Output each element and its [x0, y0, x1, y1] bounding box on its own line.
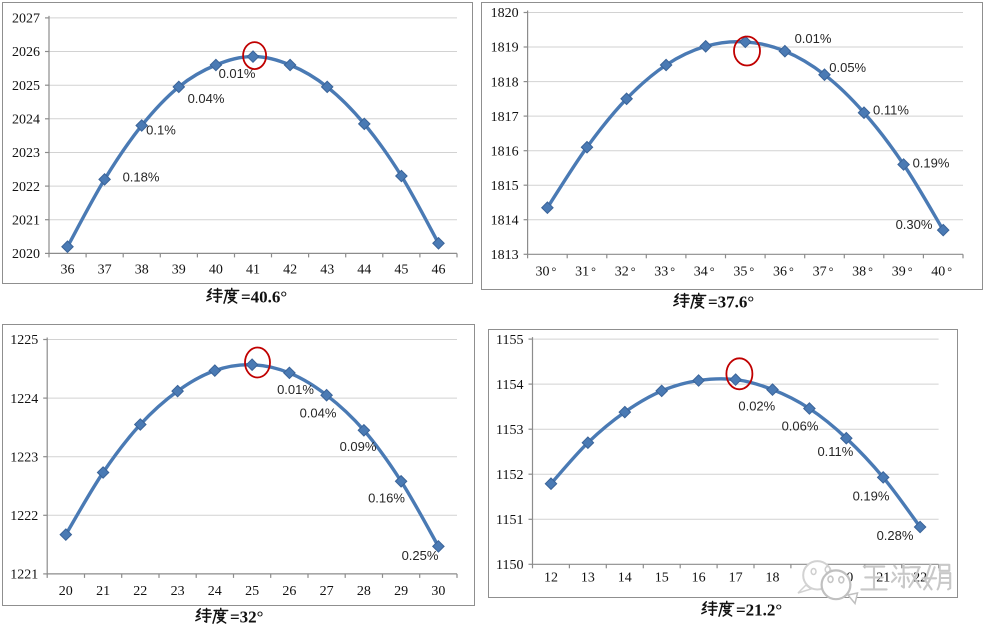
svg-text:1819: 1819	[491, 41, 519, 56]
svg-text:14: 14	[618, 571, 632, 586]
svg-text:0.28%: 0.28%	[877, 528, 914, 543]
svg-text:0.05%: 0.05%	[829, 60, 866, 75]
svg-text:0.30%: 0.30%	[896, 217, 933, 232]
svg-text:1154: 1154	[496, 378, 523, 393]
svg-text:1223: 1223	[10, 450, 38, 465]
svg-text:44: 44	[357, 263, 371, 278]
svg-text:2027: 2027	[12, 12, 40, 27]
svg-text:38°: 38 °	[852, 265, 873, 280]
svg-text:2025: 2025	[12, 79, 40, 94]
svg-text:42: 42	[283, 263, 297, 278]
svg-text:0.11%: 0.11%	[817, 444, 853, 459]
svg-text:46: 46	[432, 263, 446, 278]
svg-text:1153: 1153	[496, 423, 523, 438]
svg-text:22: 22	[133, 584, 147, 599]
svg-text:1813: 1813	[491, 248, 519, 263]
svg-text:40: 40	[209, 263, 223, 278]
svg-text:20: 20	[59, 584, 73, 599]
svg-text:2023: 2023	[12, 146, 40, 161]
svg-text:1151: 1151	[496, 513, 523, 528]
svg-text:2022: 2022	[12, 180, 40, 195]
svg-text:27: 27	[320, 584, 334, 599]
svg-text:0.01%: 0.01%	[795, 31, 832, 46]
svg-text:1817: 1817	[491, 110, 519, 125]
svg-text:33°: 33 °	[654, 265, 675, 280]
svg-text:1225: 1225	[10, 333, 38, 348]
svg-text:=21.2°: =21.2°	[736, 600, 782, 619]
svg-text:23: 23	[171, 584, 185, 599]
svg-text:1818: 1818	[491, 75, 519, 90]
svg-text:13: 13	[581, 571, 595, 586]
svg-text:0.19%: 0.19%	[853, 488, 890, 503]
svg-text:0.18%: 0.18%	[123, 170, 160, 185]
svg-text:0.25%: 0.25%	[402, 548, 439, 563]
svg-text:1155: 1155	[496, 333, 523, 348]
svg-text:36: 36	[61, 263, 75, 278]
svg-text:2024: 2024	[12, 113, 40, 128]
svg-text:34°: 34 °	[694, 265, 715, 280]
svg-text:45: 45	[394, 263, 408, 278]
svg-text:26: 26	[282, 584, 296, 599]
svg-text:39°: 39 °	[892, 265, 913, 280]
svg-text:1814: 1814	[491, 213, 519, 228]
svg-text:25: 25	[245, 584, 259, 599]
svg-text:41: 41	[246, 263, 260, 278]
svg-text:28: 28	[357, 584, 371, 599]
svg-text:36°: 36 °	[773, 265, 794, 280]
svg-text:1224: 1224	[10, 392, 38, 407]
svg-text:0.1%: 0.1%	[146, 123, 176, 138]
svg-text:0.04%: 0.04%	[188, 91, 225, 106]
svg-text:2026: 2026	[12, 45, 40, 60]
svg-text:1222: 1222	[10, 509, 38, 524]
svg-text:24: 24	[208, 584, 222, 599]
svg-text:2020: 2020	[12, 247, 40, 262]
svg-text:37: 37	[98, 263, 112, 278]
svg-text:=37.6°: =37.6°	[708, 292, 754, 311]
svg-text:29: 29	[394, 584, 408, 599]
svg-text:1816: 1816	[491, 144, 519, 159]
svg-text:30: 30	[431, 584, 445, 599]
svg-text:2021: 2021	[12, 213, 40, 228]
svg-text:39: 39	[172, 263, 186, 278]
svg-text:0.02%: 0.02%	[738, 398, 775, 413]
svg-text:32°: 32 °	[615, 265, 636, 280]
svg-text:16: 16	[692, 571, 706, 586]
svg-text:38: 38	[135, 263, 149, 278]
svg-text:1820: 1820	[491, 6, 519, 21]
svg-text:43: 43	[320, 263, 334, 278]
svg-text:=32°: =32°	[230, 607, 264, 626]
svg-text:37°: 37 °	[813, 265, 834, 280]
svg-text:1152: 1152	[496, 468, 523, 483]
svg-text:0.11%: 0.11%	[873, 103, 909, 118]
svg-text:35°: 35 °	[733, 265, 754, 280]
svg-text:31°: 31 °	[575, 265, 596, 280]
svg-text:0.19%: 0.19%	[913, 156, 950, 171]
svg-text:0.01%: 0.01%	[219, 66, 256, 81]
svg-text:12: 12	[544, 571, 558, 586]
svg-text:0.09%: 0.09%	[340, 439, 377, 454]
svg-text:1815: 1815	[491, 179, 519, 194]
svg-text:30°: 30 °	[535, 265, 556, 280]
svg-text:0.06%: 0.06%	[782, 418, 819, 433]
svg-text:1221: 1221	[10, 568, 38, 583]
svg-text:15: 15	[655, 571, 669, 586]
svg-text:0.04%: 0.04%	[300, 406, 337, 421]
svg-text:1150: 1150	[496, 558, 523, 573]
svg-text:40°: 40 °	[931, 265, 952, 280]
svg-text:=40.6°: =40.6°	[241, 287, 287, 306]
svg-text:17: 17	[729, 571, 743, 586]
svg-text:0.16%: 0.16%	[368, 491, 405, 506]
svg-text:0.01%: 0.01%	[277, 382, 314, 397]
svg-text:18: 18	[766, 571, 780, 586]
svg-text:21: 21	[96, 584, 110, 599]
